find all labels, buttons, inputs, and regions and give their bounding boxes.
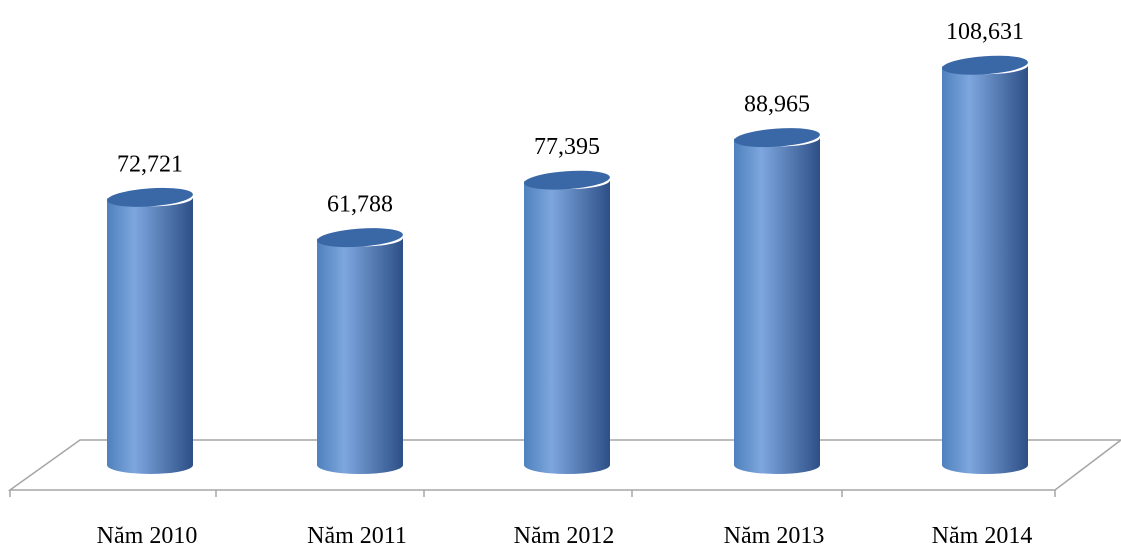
x-tick-label: Năm 2010 — [97, 523, 198, 548]
data-labels: 72,721 61,788 77,395 88,965 108,631 — [117, 19, 1024, 217]
bar-body — [524, 180, 610, 474]
bar-top — [107, 187, 193, 207]
bar-top — [942, 55, 1028, 75]
data-label: 72,721 — [117, 151, 183, 177]
floor-plane — [7, 439, 1121, 491]
bar-body — [942, 65, 1028, 475]
bar — [107, 187, 193, 474]
x-tick-label: Năm 2014 — [932, 523, 1033, 548]
data-label: 108,631 — [946, 19, 1024, 45]
bar — [317, 228, 403, 474]
x-tick-label: Năm 2011 — [307, 523, 407, 548]
bar — [524, 170, 610, 474]
bar-body — [107, 197, 193, 474]
bars — [107, 55, 1028, 475]
x-axis-labels: Năm 2010 Năm 2011 Năm 2012 Năm 2013 Năm 2014 — [97, 523, 1033, 548]
bar — [942, 55, 1028, 475]
bar-top — [734, 128, 820, 148]
chart-floor — [7, 439, 1121, 497]
bar-body — [317, 237, 403, 474]
bar — [734, 128, 820, 474]
x-tick-label: Năm 2012 — [514, 523, 615, 548]
data-label: 61,788 — [327, 192, 393, 218]
bar-body — [734, 137, 820, 474]
x-axis-ticks — [9, 490, 1056, 497]
x-tick-label: Năm 2013 — [724, 523, 825, 548]
bar-top — [317, 228, 403, 248]
bar-top — [524, 170, 610, 190]
data-label: 88,965 — [744, 92, 810, 118]
data-label: 77,395 — [534, 134, 600, 160]
